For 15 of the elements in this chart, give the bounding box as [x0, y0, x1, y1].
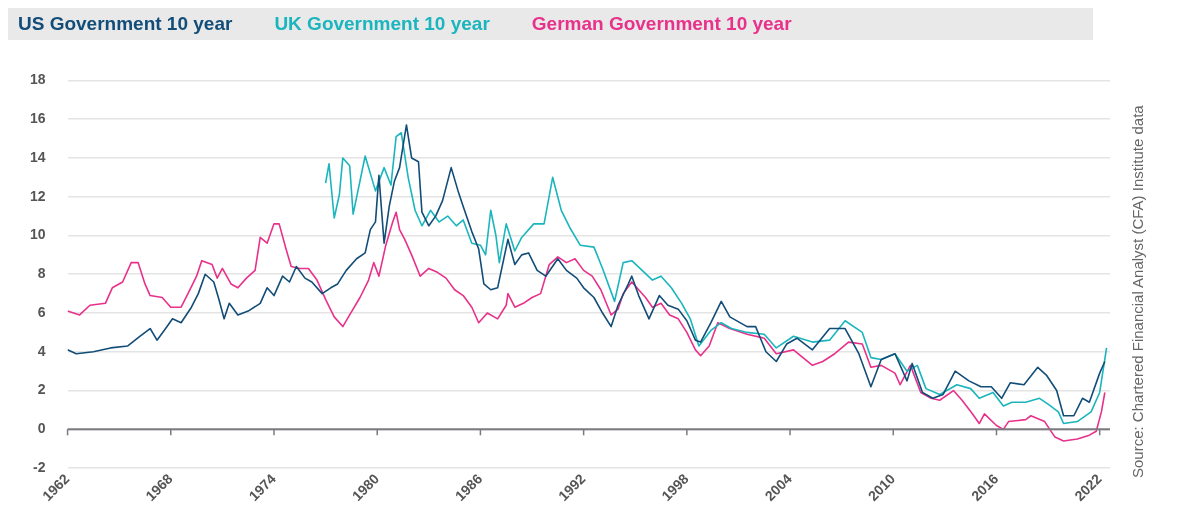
y-tick-label: 18 — [29, 71, 46, 88]
source-note: Source: Chartered Financial Analyst (CFA) Institute data — [1128, 104, 1147, 478]
text: UK Government 10 year — [274, 13, 490, 35]
y-tick-label: 6 — [37, 303, 46, 320]
text: German Government 10 year — [531, 13, 792, 35]
y-tick-label: 16 — [29, 110, 46, 127]
y-tick-label: 0 — [37, 420, 46, 437]
y-tick-label: 10 — [29, 226, 46, 243]
y-tick-label: 14 — [29, 148, 46, 165]
y-tick-label: 4 — [37, 342, 46, 359]
y-tick-label: 12 — [29, 187, 46, 204]
y-tick-label: 2 — [37, 381, 46, 398]
y-tick-label: -2 — [33, 458, 46, 475]
text: US Government 10 year — [18, 13, 233, 35]
y-tick-label: 8 — [37, 265, 46, 282]
